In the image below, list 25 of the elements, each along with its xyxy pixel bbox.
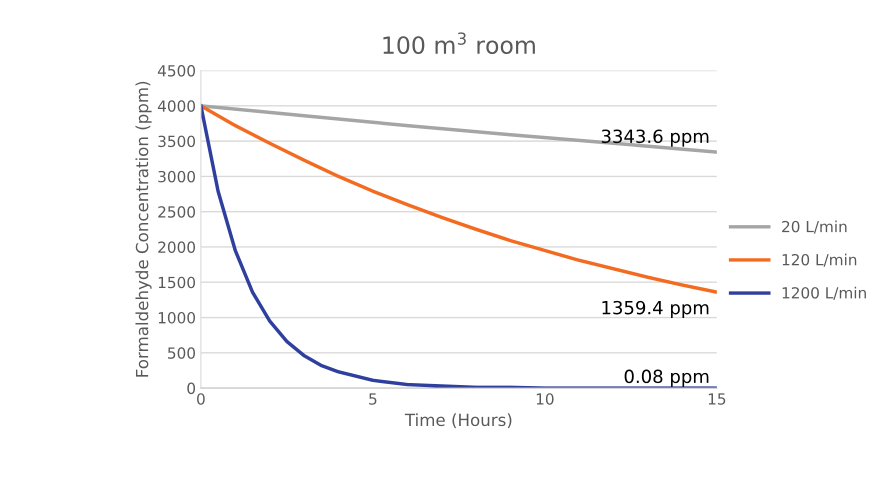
y-tick-label: 3500 xyxy=(158,136,196,148)
annotation: 3343.6 ppm xyxy=(602,129,708,147)
y-tick-label: 4000 xyxy=(158,100,196,112)
chart-title: 100 m$^{3}$ room xyxy=(383,32,535,54)
y-tick-label: 500 xyxy=(168,347,196,359)
y-tick-label: 1000 xyxy=(158,312,196,324)
x-tick-label: 0 xyxy=(197,393,205,405)
y-tick-label: 2000 xyxy=(158,241,196,253)
line-series xyxy=(200,104,717,294)
y-tick-label: 4500 xyxy=(158,65,196,77)
y-tick-label: 0 xyxy=(187,382,196,394)
legend-label: 120 L/min xyxy=(782,254,856,267)
x-tick-label: 5 xyxy=(369,393,376,405)
legend-label: 1200 L/min xyxy=(782,286,866,300)
x-axis-title: Time (Hours) xyxy=(404,413,512,428)
legend-label: 20 L/min xyxy=(782,220,846,234)
line-series xyxy=(200,104,717,154)
x-tick-label: 10 xyxy=(536,393,554,405)
x-tick-label: 15 xyxy=(708,393,726,405)
y-tick-label: 1500 xyxy=(158,276,196,288)
y-tick-label: 2500 xyxy=(158,206,196,218)
y-tick-label: 3000 xyxy=(158,170,196,182)
annotation: 0.08 ppm xyxy=(624,370,708,387)
annotation: 1359.4 ppm xyxy=(602,300,708,318)
y-axis-title: Formaldehyde Concentration (ppm) xyxy=(135,82,152,377)
